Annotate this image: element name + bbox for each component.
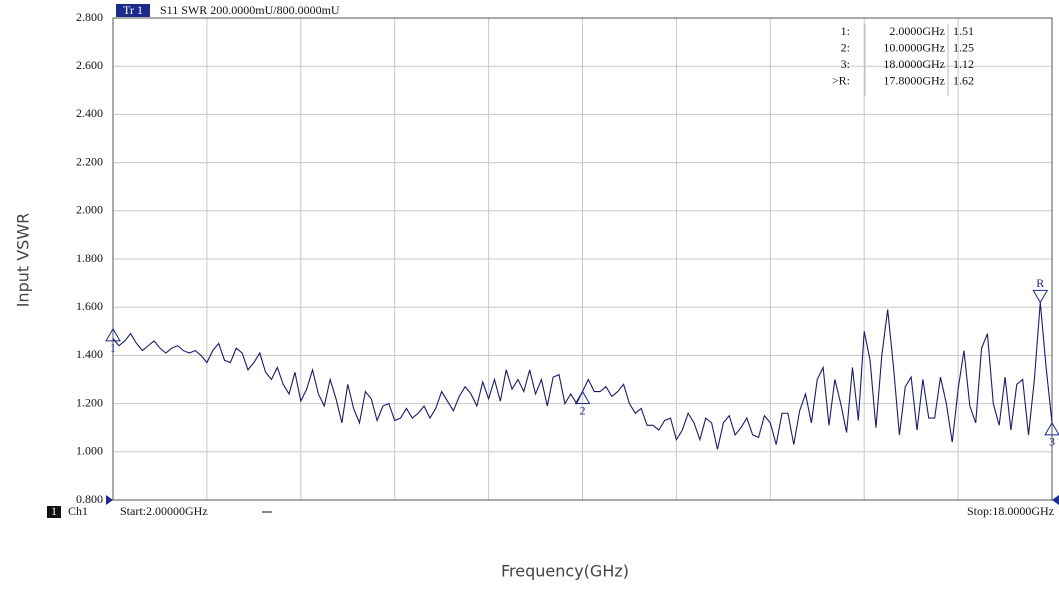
- ref-arrow-right: [1052, 495, 1059, 505]
- y-tick-label: 1.600: [76, 299, 103, 313]
- y-tick-label: 2.200: [76, 154, 103, 168]
- y-tick-label: 0.800: [76, 492, 103, 506]
- marker-triangle: [574, 390, 591, 405]
- y-axis-label: Input VSWR: [14, 213, 33, 308]
- x-axis-label: Frequency(GHz): [501, 562, 629, 581]
- y-tick-label: 2.000: [76, 203, 103, 217]
- marker-id: 1:: [841, 24, 850, 38]
- stop-label: Stop:18.0000GHz: [967, 504, 1054, 518]
- marker-value: 1.25: [953, 40, 974, 54]
- marker-freq: 10.0000GHz: [883, 40, 945, 54]
- channel-number: 1: [51, 504, 57, 518]
- trace-label: Tr 1: [123, 3, 143, 17]
- channel-badge: [47, 506, 61, 518]
- y-tick-label: 1.200: [76, 395, 103, 409]
- marker-tag: 1: [110, 341, 116, 355]
- marker-triangle: [105, 327, 121, 342]
- trace-header: S11 SWR 200.0000mU/800.0000mU: [160, 3, 340, 17]
- marker-id: >R:: [832, 73, 850, 87]
- marker-id: 3:: [841, 57, 850, 71]
- y-tick-label: 2.600: [76, 58, 103, 72]
- trace-badge: [116, 4, 150, 17]
- y-tick-label: 2.800: [76, 10, 103, 24]
- y-tick-label: 1.400: [76, 347, 103, 361]
- marker-tag: R: [1036, 276, 1044, 290]
- marker-id: 2:: [841, 40, 850, 54]
- marker-value: 1.51: [953, 24, 974, 38]
- y-tick-label: 1.000: [76, 444, 103, 458]
- marker-triangle: [1032, 289, 1049, 304]
- marker-value: 1.62: [953, 73, 974, 87]
- marker-freq: 2.0000GHz: [889, 24, 945, 38]
- channel-label: Ch1: [68, 504, 88, 518]
- ref-arrow-left: [106, 495, 113, 505]
- marker-triangle: [1044, 421, 1059, 436]
- marker-tag: 2: [580, 403, 586, 417]
- marker-tag: 3: [1049, 435, 1055, 449]
- start-label: Start:2.00000GHz: [120, 504, 208, 518]
- plot-frame: [112, 17, 1053, 501]
- y-tick-label: 2.400: [76, 106, 103, 120]
- marker-freq: 18.0000GHz: [883, 57, 945, 71]
- marker-freq: 17.8000GHz: [883, 73, 945, 87]
- marker-value: 1.12: [953, 57, 974, 71]
- y-tick-label: 1.800: [76, 251, 103, 265]
